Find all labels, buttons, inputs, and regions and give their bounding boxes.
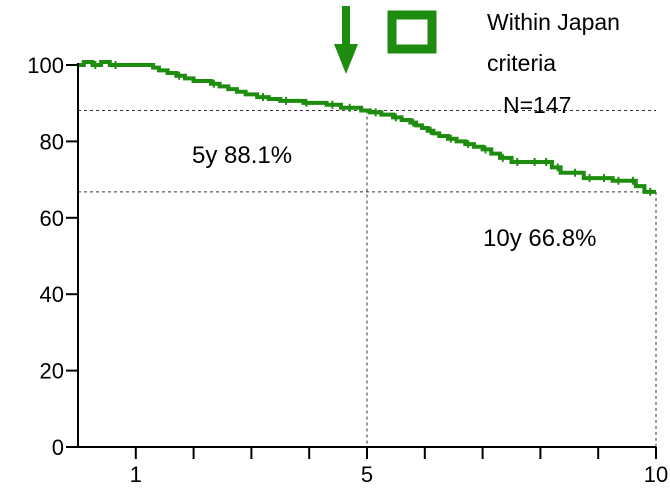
legend: Within Japan criteria N=147 — [387, 9, 620, 118]
x-tick-label: 1 — [130, 462, 142, 487]
reference-lines — [78, 109, 657, 447]
y-tick-label: 20 — [40, 359, 64, 384]
x-tick-label: 10 — [644, 462, 668, 487]
annotation-10y: 10y 66.8% — [483, 225, 596, 252]
y-ticks: 0 20 40 60 80 100 — [27, 53, 78, 460]
y-tick-label: 0 — [52, 435, 64, 460]
y-tick-label: 40 — [40, 282, 64, 307]
series-line — [78, 59, 656, 194]
y-tick-label: 60 — [40, 206, 64, 231]
annotation-5y: 5y 88.1% — [192, 142, 292, 169]
legend-line-1: Within Japan — [487, 9, 620, 35]
arrow-down-icon — [334, 6, 358, 74]
y-tick-label: 100 — [27, 53, 64, 78]
x-ticks: 1 5 10 — [130, 447, 668, 487]
legend-swatch — [387, 10, 437, 54]
legend-line-2: criteria — [487, 50, 556, 76]
x-tick-label: 5 — [361, 462, 373, 487]
y-tick-label: 80 — [40, 129, 64, 154]
arrow-shaft — [342, 6, 350, 48]
arrow-head — [334, 44, 358, 74]
legend-line-3: N=147 — [503, 92, 571, 118]
series-group — [78, 59, 656, 196]
